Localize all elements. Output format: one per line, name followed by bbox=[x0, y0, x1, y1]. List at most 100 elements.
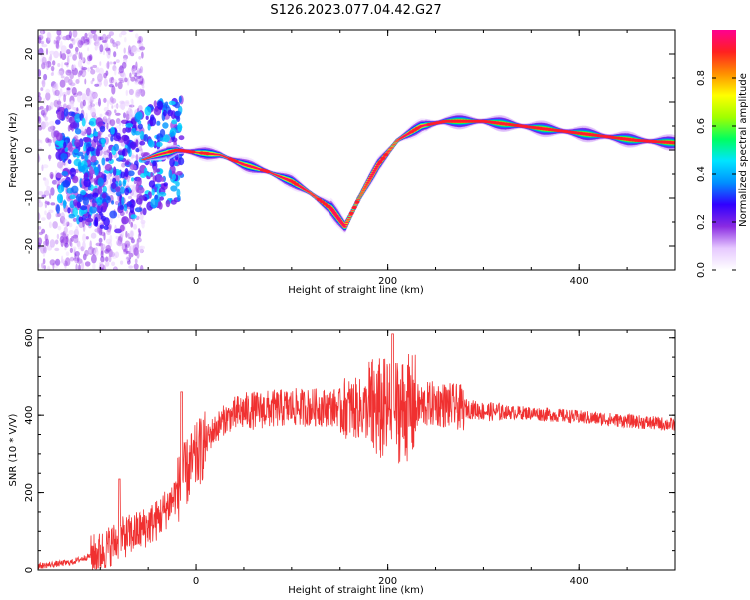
heatmap-noise-blob bbox=[83, 178, 91, 188]
heatmap-noise-blob bbox=[98, 97, 101, 107]
heatmap-noise-blob bbox=[110, 126, 115, 135]
heatmap-noise-blob bbox=[99, 61, 102, 66]
heatmap-ridge-cell bbox=[372, 169, 377, 172]
heatmap-noise-blob bbox=[44, 178, 49, 187]
heatmap-noise-blob bbox=[135, 33, 139, 39]
heatmap-noise-blob bbox=[112, 166, 117, 177]
heatmap-noise-blob bbox=[83, 137, 90, 143]
heatmap-noise-blob bbox=[113, 51, 117, 58]
heatmap-noise-blob bbox=[54, 89, 60, 97]
heatmap-noise-blob bbox=[103, 265, 106, 270]
heatmap-noise-blob bbox=[40, 87, 44, 91]
heatmap-noise-blob bbox=[65, 251, 70, 256]
heatmap-noise-blob bbox=[122, 127, 127, 134]
heatmap-noise-blob bbox=[111, 98, 117, 104]
y-tick-label: 10 bbox=[24, 96, 35, 109]
heatmap-noise-blob bbox=[70, 100, 75, 108]
heatmap-noise-blob bbox=[93, 135, 99, 143]
heatmap-noise-blob bbox=[102, 98, 107, 103]
heatmap-ridge-cell bbox=[305, 190, 310, 192]
heatmap-noise-blob bbox=[175, 181, 180, 187]
heatmap-ridge-peak bbox=[670, 141, 675, 145]
heatmap-noise-blob bbox=[134, 207, 143, 213]
heatmap-noise-blob bbox=[137, 169, 142, 176]
heatmap-ridge-cell bbox=[371, 171, 376, 174]
heatmap-noise-blob bbox=[116, 240, 121, 246]
heatmap-noise-blob bbox=[77, 39, 83, 48]
spectrogram-x-label: Height of straight line (km) bbox=[288, 285, 424, 296]
heatmap-ridge-peak bbox=[325, 204, 331, 208]
heatmap-noise-blob bbox=[93, 248, 99, 256]
heatmap-noise-blob bbox=[136, 75, 142, 79]
heatmap-noise-blob bbox=[84, 128, 87, 134]
snr-y-label: SNR (10 * V/V) bbox=[8, 413, 19, 486]
heatmap-noise-blob bbox=[77, 243, 82, 250]
heatmap-noise-blob bbox=[75, 225, 79, 235]
heatmap-noise-blob bbox=[104, 115, 107, 120]
heatmap-noise-blob bbox=[66, 87, 71, 91]
heatmap-noise-blob bbox=[75, 79, 80, 84]
heatmap-noise-blob bbox=[90, 69, 96, 75]
heatmap-noise-blob bbox=[105, 152, 110, 159]
heatmap-noise-blob bbox=[120, 231, 124, 238]
heatmap-noise-blob bbox=[111, 85, 116, 95]
heatmap-noise-blob bbox=[130, 154, 137, 158]
heatmap-noise-blob bbox=[71, 111, 76, 117]
heatmap-noise-blob bbox=[71, 87, 77, 96]
heatmap-ridge-cell bbox=[353, 203, 359, 205]
heatmap-noise-blob bbox=[158, 202, 163, 210]
heatmap-noise-blob bbox=[119, 80, 125, 83]
colorbar-gradient bbox=[712, 30, 736, 270]
heatmap-noise-blob bbox=[52, 60, 56, 66]
heatmap-noise-blob bbox=[64, 62, 69, 66]
heatmap-noise-blob bbox=[50, 187, 55, 196]
heatmap-noise-blob bbox=[124, 36, 127, 43]
heatmap-noise-blob bbox=[108, 61, 113, 65]
heatmap-noise-blob bbox=[87, 105, 92, 111]
heatmap-noise-blob bbox=[72, 175, 79, 184]
spectrogram-axes: 0 200 400 -20 -10 0 10 20 bbox=[24, 29, 676, 287]
heatmap-ridge-cell bbox=[340, 222, 345, 225]
heatmap-noise-blob bbox=[50, 125, 53, 133]
heatmap-noise-blob bbox=[145, 115, 149, 121]
heatmap-noise-blob bbox=[61, 171, 69, 176]
heatmap-ridge-cell bbox=[397, 138, 402, 140]
heatmap-noise-blob bbox=[107, 173, 111, 180]
heatmap-noise-blob bbox=[90, 232, 97, 239]
heatmap-noise-blob bbox=[41, 62, 46, 70]
heatmap-noise-blob bbox=[109, 234, 113, 243]
heatmap-ridge-cell bbox=[357, 196, 362, 198]
heatmap-ridge-cell bbox=[307, 192, 313, 194]
heatmap-noise-blob bbox=[150, 114, 155, 121]
heatmap-noise-blob bbox=[154, 194, 159, 200]
heatmap-noise-blob bbox=[133, 223, 137, 230]
heatmap-noise-blob bbox=[68, 213, 76, 219]
heatmap-noise-blob bbox=[106, 99, 109, 108]
heatmap-ridge-peak bbox=[377, 160, 383, 164]
heatmap-noise-blob bbox=[69, 71, 74, 80]
heatmap-noise-blob bbox=[62, 35, 68, 41]
heatmap-noise-blob bbox=[49, 259, 56, 266]
heatmap-noise-blob bbox=[130, 230, 134, 238]
heatmap-ridge-cell bbox=[358, 194, 363, 196]
heatmap-noise-blob bbox=[100, 250, 104, 258]
heatmap-noise-blob bbox=[127, 107, 132, 115]
heatmap-noise-blob bbox=[91, 254, 97, 264]
heatmap-noise-blob bbox=[87, 98, 91, 106]
heatmap-noise-blob bbox=[87, 67, 90, 72]
heatmap-ridge-cell bbox=[396, 139, 401, 141]
heatmap-noise-blob bbox=[103, 225, 109, 230]
heatmap-ridge-peak bbox=[294, 182, 300, 186]
heatmap-noise-blob bbox=[152, 160, 157, 167]
heatmap-ridge-cell bbox=[314, 197, 320, 199]
heatmap-noise-blob bbox=[83, 172, 89, 181]
heatmap-noise-blob bbox=[125, 123, 134, 128]
snr-panel: 0 200 400 0 200 400 600 Height of straight lin… bbox=[8, 328, 676, 596]
heatmap-noise-blob bbox=[109, 119, 116, 127]
heatmap-noise-blob bbox=[95, 125, 98, 131]
heatmap-noise-blob bbox=[42, 258, 46, 265]
heatmap-ridge-cell bbox=[361, 188, 367, 190]
heatmap-noise-blob bbox=[124, 77, 128, 83]
heatmap-noise-blob bbox=[99, 224, 105, 229]
heatmap-noise-blob bbox=[94, 45, 98, 51]
